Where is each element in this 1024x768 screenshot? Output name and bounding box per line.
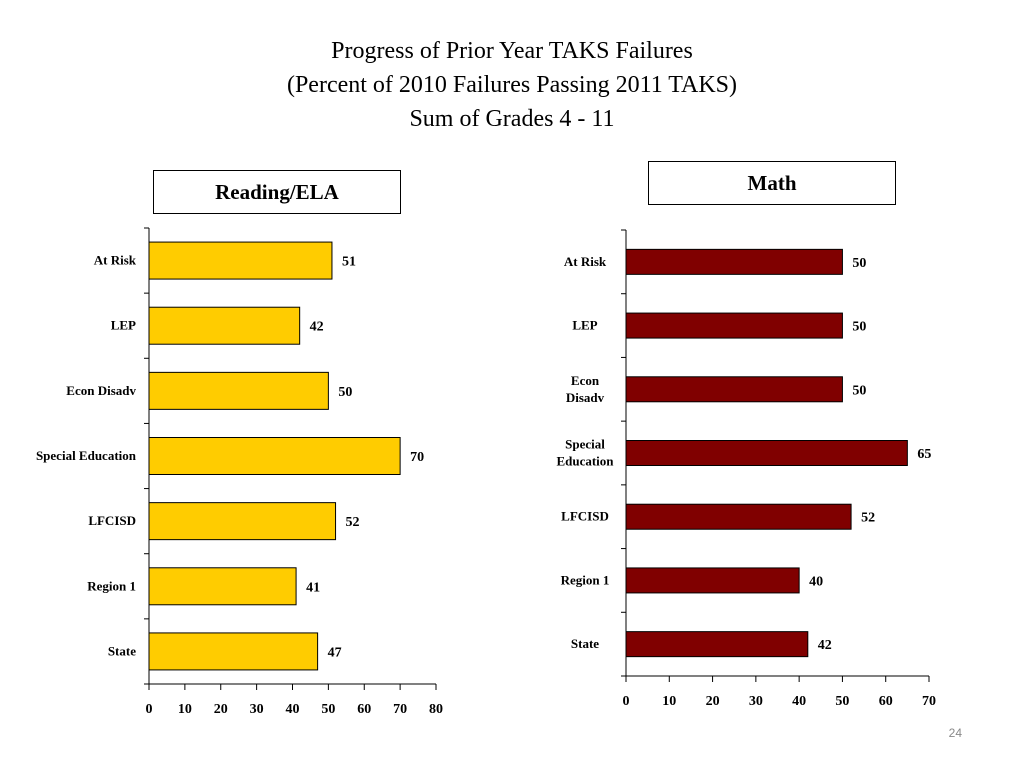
math-x-tick-label: 60 [879,694,893,709]
math-bar [625,376,843,403]
math-category-label: LEP [572,318,597,333]
reading-x-tick-label: 20 [214,702,228,717]
reading-x-tick-label: 60 [357,702,371,717]
reading-category-label: At Risk [94,253,137,268]
math-bar [625,503,852,530]
math-value-label: 50 [852,320,866,335]
reading-x-tick-label: 50 [321,702,335,717]
math-label: Math [648,161,896,205]
reading-value-label: 52 [346,515,360,530]
math-value-label: 50 [852,383,866,398]
math-bar [625,248,843,275]
page-number: 24 [948,726,962,740]
math-category-label-line: Special [565,437,605,452]
math-value-label: 65 [917,447,931,462]
reading-value-label: 47 [328,645,342,660]
reading-category-label: Econ Disadv [66,383,136,398]
reading-bar [148,437,401,475]
math-category-label-line: Disadv [566,390,605,405]
math-x-tick-label: 30 [749,694,763,709]
reading-bar [148,632,319,671]
reading-bar [148,567,297,606]
math-value-label: 52 [861,511,875,526]
math-bar [625,631,809,658]
reading-category-label-line: Econ Disadv [66,383,136,398]
math-category-label-line: State [571,636,599,651]
reading-category-label: LFCISD [88,513,136,528]
reading-value-label: 42 [310,320,324,335]
math-category-label: Region 1 [561,572,610,587]
reading-category-label-line: Special Education [36,448,137,463]
math-category-label: Special Education [556,437,614,469]
math-value-label: 42 [818,638,832,653]
reading-category-label: Region 1 [87,578,136,593]
reading-category-label: Special Education [36,448,137,463]
reading-value-label: 50 [338,385,352,400]
reading-category-label-line: State [108,643,136,658]
reading-x-tick-label: 70 [393,702,407,717]
reading-x-tick-label: 40 [286,702,300,717]
reading-category-label-line: Region 1 [87,578,136,593]
math-category-label-line: Econ [571,373,600,388]
reading-value-label: 41 [306,580,320,595]
reading-x-tick-label: 0 [146,702,153,717]
reading-value-label: 70 [410,450,424,465]
reading-bar [148,371,329,410]
title-line-3: Sum of Grades 4 - 11 [409,106,615,132]
math-x-tick-label: 20 [706,694,720,709]
math-category-label-line: At Risk [564,254,607,269]
math-x-tick-label: 50 [835,694,849,709]
reading-x-tick-label: 30 [250,702,264,717]
math-category-label: LFCISD [561,509,609,524]
math-x-tick-label: 0 [623,694,630,709]
reading-bar [148,241,333,280]
math-bar [625,567,800,594]
math-category-label-line: LFCISD [561,509,609,524]
math-category-label: At Risk [564,254,607,269]
math-category-label-line: LEP [572,318,597,333]
math-x-tick-label: 70 [922,694,936,709]
math-category-label: State [571,636,599,651]
reading-value-label: 51 [342,255,356,270]
math-category-label-line: Education [556,454,614,469]
reading-category-label-line: LFCISD [88,513,136,528]
math-x-tick-label: 10 [662,694,676,709]
math-value-label: 40 [809,574,823,589]
reading-x-tick-label: 10 [178,702,192,717]
math-bar [625,312,843,339]
reading-x-tick-label: 80 [429,702,443,717]
math-x-tick-label: 40 [792,694,806,709]
reading-category-label-line: At Risk [94,253,137,268]
reading-category-label: State [108,643,136,658]
math-bar [625,440,908,466]
reading-bar [148,502,337,541]
math-category-label-line: Region 1 [561,572,610,587]
slide-title: Progress of Prior Year TAKS Failures (Pe… [0,34,1024,136]
title-line-1: Progress of Prior Year TAKS Failures [331,38,693,64]
reading-bar [148,306,301,345]
reading-ela-label: Reading/ELA [153,170,401,214]
title-line-2: (Percent of 2010 Failures Passing 2011 T… [286,72,738,98]
math-category-label: Econ Disadv [566,373,605,405]
reading-category-label: LEP [111,318,136,333]
reading-category-label-line: LEP [111,318,136,333]
math-value-label: 50 [852,256,866,271]
